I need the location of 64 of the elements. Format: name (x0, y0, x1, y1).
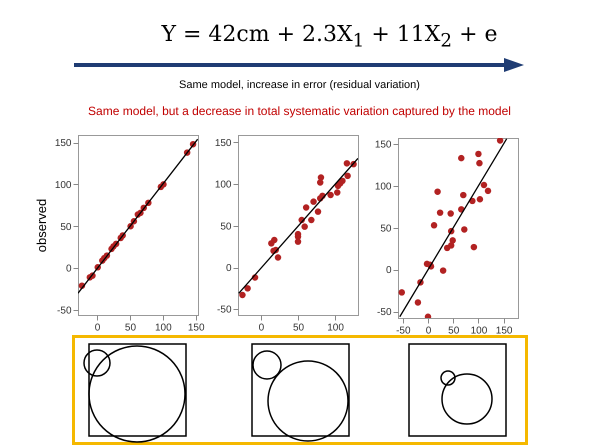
point (475, 150, 482, 158)
point (318, 174, 324, 181)
x-tick-label: 50 (292, 322, 304, 334)
point (310, 198, 317, 205)
point (301, 223, 308, 230)
point (244, 285, 251, 292)
text: Y = 42cm + 2.3X$_{1}$ + 11X$_{2}$ + e (160, 22, 499, 52)
y-tick-label: 100 (374, 181, 392, 192)
x-tick-label: 150 (496, 326, 513, 336)
text: Same model, increase in error (residual variation) (178, 79, 421, 91)
y-tick-label: 0 (66, 264, 72, 275)
point (480, 182, 488, 188)
y-tick-label: 0 (386, 265, 392, 276)
point (344, 172, 351, 180)
x-tick-label: -50 (396, 326, 411, 336)
x-tick-label: 100 (154, 322, 172, 334)
y-tick-label: 50 (60, 222, 72, 233)
point (436, 209, 444, 216)
x-tick-label: 50 (124, 322, 136, 334)
x-tick-label: 100 (470, 326, 488, 336)
text: Same model, but a decrease in total systematic variation captured by the model (87, 104, 512, 118)
point (274, 254, 282, 261)
point (476, 160, 483, 166)
y-tick-label: 50 (220, 221, 232, 232)
x-tick-label: 50 (448, 326, 460, 336)
y-tick-label: 150 (54, 138, 72, 150)
point (339, 178, 346, 184)
point (484, 188, 492, 194)
point (239, 292, 246, 298)
y-tick-label: -50 (377, 307, 392, 318)
y-tick-label: -50 (217, 304, 232, 316)
point (440, 267, 446, 274)
y-tick-label: 100 (54, 180, 72, 191)
x-tick-label: 100 (327, 322, 344, 334)
y-tick-label: 50 (380, 223, 392, 234)
y-tick-label: 150 (374, 139, 392, 150)
x-tick-label: 0 (426, 326, 432, 336)
point (430, 222, 438, 229)
point (344, 160, 350, 167)
point (449, 237, 456, 244)
point (458, 154, 465, 162)
point (434, 188, 441, 195)
y-tick-label: -50 (57, 305, 72, 316)
x-tick-label: 0 (258, 322, 265, 334)
point (334, 189, 340, 196)
point (314, 208, 322, 215)
y-tick-label: 150 (214, 138, 232, 149)
point (476, 196, 484, 202)
point (327, 192, 334, 198)
point (447, 210, 454, 217)
y-axis-title: observed (34, 198, 49, 252)
point (496, 138, 504, 144)
point (461, 226, 468, 233)
x-tick-label: 0 (94, 322, 101, 334)
point (414, 299, 422, 306)
y-tick-label: 0 (226, 263, 232, 274)
point (470, 244, 478, 250)
point (302, 204, 310, 211)
x-tick-label: 150 (188, 322, 205, 334)
y-tick-label: 100 (214, 180, 232, 191)
point (271, 236, 278, 244)
point (460, 192, 467, 198)
point (398, 289, 406, 296)
point (308, 216, 315, 224)
